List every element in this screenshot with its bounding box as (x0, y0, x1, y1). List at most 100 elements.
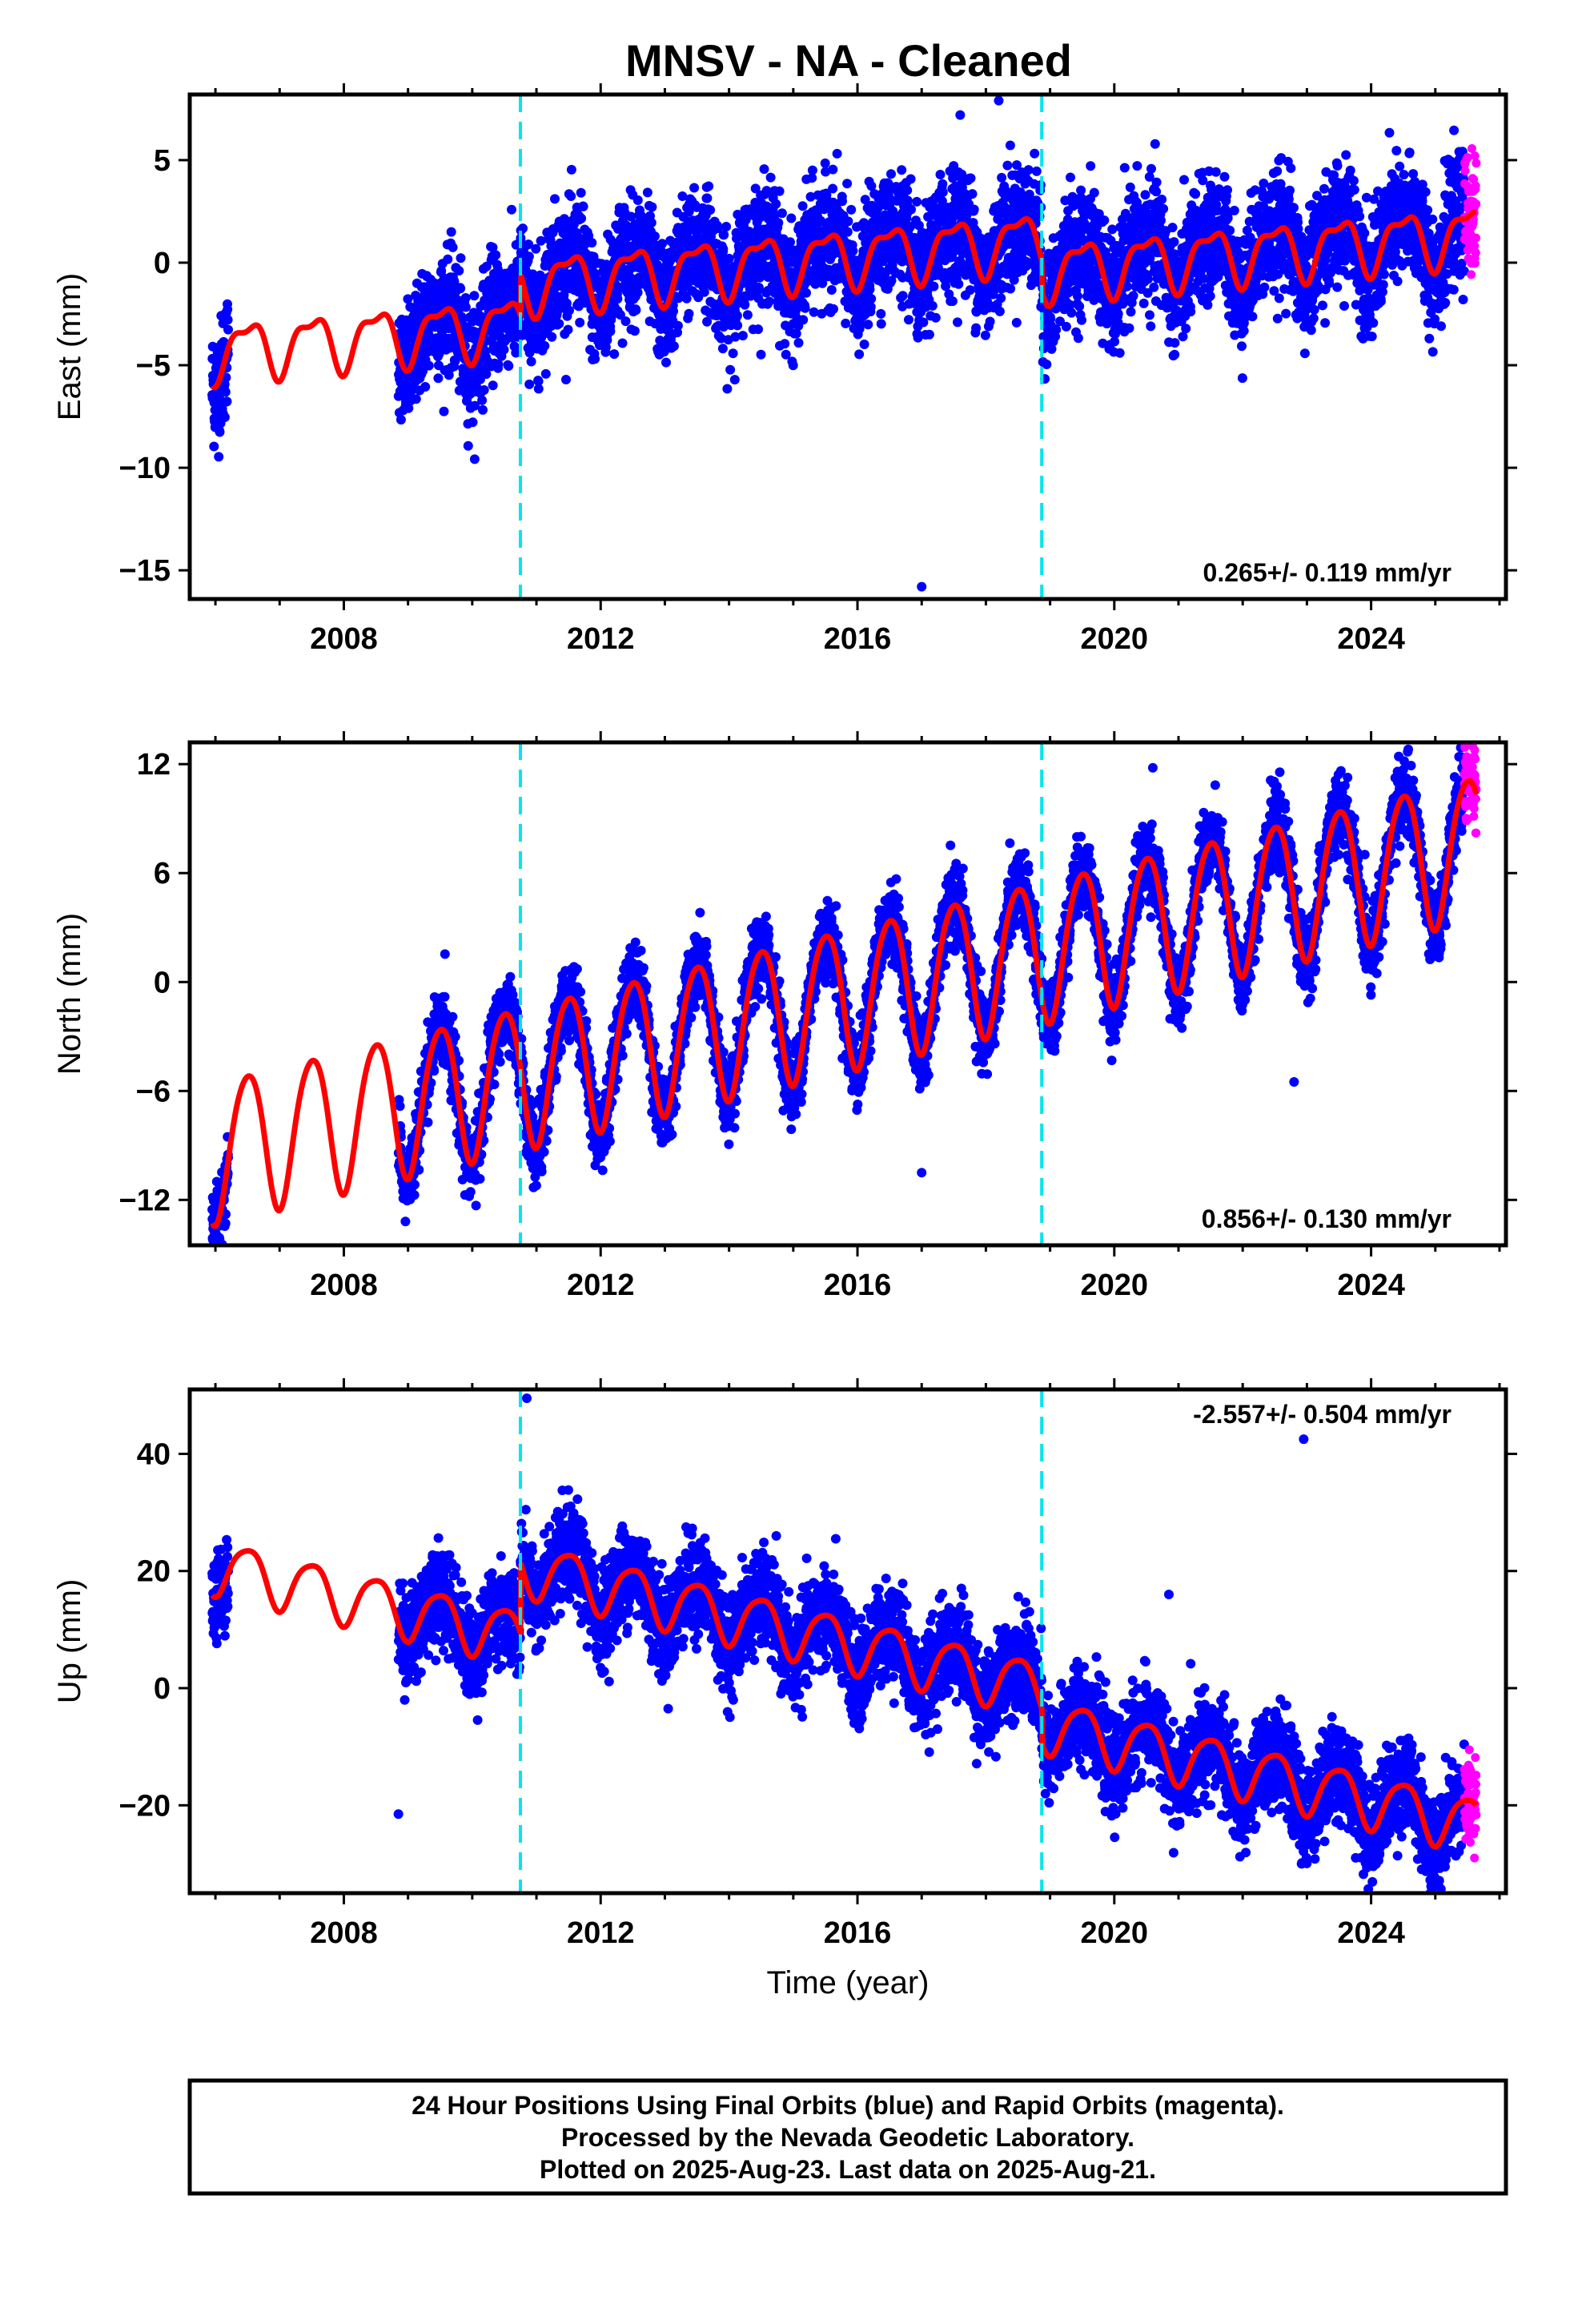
final-orbit-point (753, 324, 763, 335)
final-orbit-point (223, 324, 233, 335)
final-orbit-point (1223, 185, 1232, 195)
final-orbit-point (969, 204, 979, 215)
final-orbit-point (848, 246, 858, 256)
final-orbit-point (842, 179, 853, 189)
final-orbit-point (905, 174, 916, 184)
final-orbit-point (1151, 187, 1162, 197)
plot-area (207, 94, 1481, 599)
final-orbit-point (859, 340, 869, 349)
final-orbit-point (456, 283, 466, 294)
final-orbit-point (669, 306, 678, 316)
final-orbit-point (1023, 165, 1034, 175)
final-orbit-point (547, 332, 557, 342)
final-orbit-point (524, 251, 534, 262)
final-orbit-point (605, 326, 616, 336)
final-orbit-point (721, 222, 732, 231)
final-orbit-point (1138, 298, 1149, 308)
final-orbit-point (829, 304, 838, 314)
final-orbit-point (411, 394, 421, 404)
chart-title: MNSV - NA - Cleaned (625, 35, 1072, 86)
final-orbit-point (436, 266, 447, 276)
final-orbit-point (742, 310, 753, 320)
final-orbit-point (785, 237, 795, 247)
final-orbit-point (1066, 308, 1077, 318)
final-orbit-point (456, 253, 466, 263)
final-orbit-point (499, 344, 509, 355)
final-orbit-point (617, 338, 628, 348)
final-orbit-point (615, 310, 625, 320)
final-orbit-point (1169, 237, 1179, 247)
final-orbit-point (563, 324, 573, 335)
final-orbit-point (1114, 348, 1125, 358)
final-orbit-point (446, 227, 456, 237)
final-orbit-point (647, 202, 657, 212)
final-orbit-point (468, 417, 478, 428)
final-orbit-point (1211, 167, 1221, 177)
final-orbit-point (953, 317, 962, 328)
final-orbit-point (843, 216, 853, 227)
final-orbit-point (765, 172, 776, 183)
final-orbit-point (1247, 312, 1258, 322)
final-orbit-point (552, 308, 562, 319)
final-orbit-point (1011, 317, 1022, 328)
final-orbit-point (938, 179, 948, 189)
final-orbit-point (918, 317, 929, 328)
final-orbit-point (702, 193, 713, 203)
final-orbit-point (469, 454, 480, 464)
final-orbit-point (684, 308, 694, 319)
final-orbit-point (732, 311, 742, 321)
final-orbit-point (536, 235, 546, 246)
final-orbit-point (209, 441, 219, 452)
final-orbit-point (507, 204, 516, 215)
final-orbit-point (733, 320, 743, 331)
final-orbit-point (576, 187, 586, 198)
final-orbit-point (1179, 175, 1189, 185)
final-orbit-point (524, 239, 534, 250)
final-orbit-point (699, 287, 709, 297)
final-orbit-point (724, 253, 734, 263)
final-orbit-point (1006, 283, 1016, 294)
final-orbit-point (1005, 140, 1015, 151)
final-orbit-point (561, 375, 571, 384)
final-orbit-point (1219, 171, 1230, 182)
final-orbit-point (1225, 225, 1235, 235)
final-orbit-point (929, 281, 939, 292)
final-orbit-point (491, 250, 501, 260)
final-orbit-point (876, 319, 886, 329)
final-orbit-point (788, 360, 798, 371)
final-orbit-point (841, 318, 851, 328)
final-orbit-point (854, 349, 865, 360)
final-orbit-point (631, 305, 641, 316)
final-orbit-point (214, 452, 224, 462)
final-orbit-point (912, 196, 922, 207)
final-orbit-point (533, 384, 544, 394)
final-orbit-point (1076, 185, 1086, 195)
final-orbit-point (649, 231, 660, 241)
final-orbit-point (460, 302, 471, 312)
final-orbit-point (681, 293, 692, 304)
final-orbit-point (460, 293, 471, 303)
final-orbit-point (403, 294, 413, 304)
final-orbit-point (1151, 177, 1162, 187)
final-orbit-point (729, 375, 740, 385)
final-orbit-point (1158, 203, 1169, 214)
final-orbit-point (764, 296, 774, 307)
final-orbit-point (443, 254, 453, 264)
final-orbit-point (531, 243, 541, 254)
final-orbit-point (657, 239, 668, 249)
final-orbit-point (1066, 172, 1075, 183)
final-orbit-point (566, 191, 576, 201)
final-orbit-point (719, 230, 729, 240)
final-orbit-point (996, 293, 1006, 304)
final-orbit-point (612, 294, 623, 304)
final-orbit-point (774, 186, 785, 196)
final-orbit-point (449, 276, 460, 287)
final-orbit-point (793, 338, 804, 348)
final-orbit-point (661, 357, 671, 368)
final-orbit-point (865, 284, 875, 295)
final-orbit-point (1125, 182, 1135, 192)
final-orbit-point (554, 319, 564, 329)
final-orbit-point (704, 181, 714, 191)
final-orbit-point (902, 185, 913, 195)
final-orbit-point (478, 404, 488, 415)
